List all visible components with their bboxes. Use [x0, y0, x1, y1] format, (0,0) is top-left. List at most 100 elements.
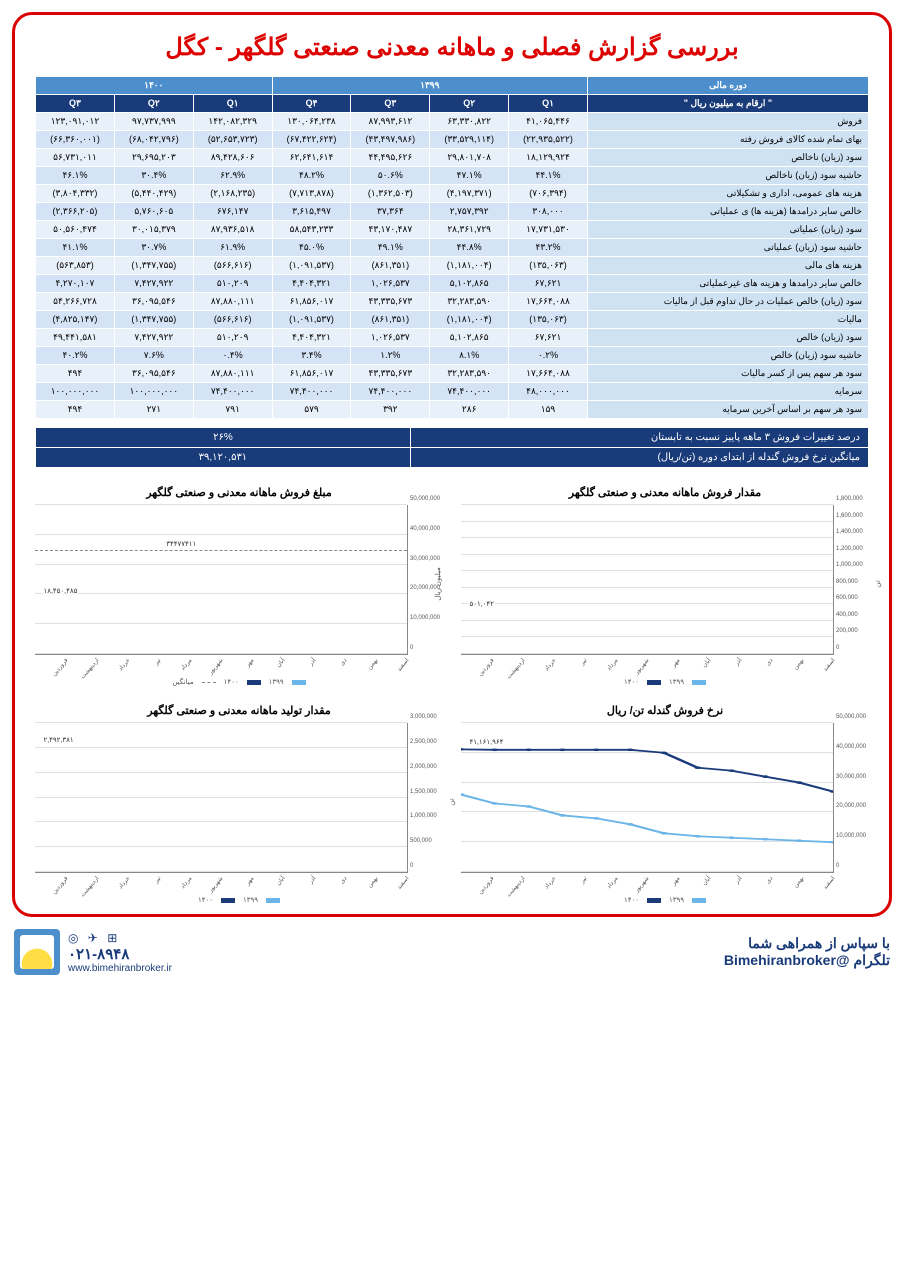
cell-value: (۵,۴۴۰,۴۲۹) [114, 185, 193, 203]
quarter-header: Q۳ [36, 95, 115, 113]
chart-amt-sales: مبلغ فروش ماهانه معدنی و صنعتی گلگهر میل… [35, 486, 443, 686]
y-label: تن [447, 798, 455, 805]
cell-value: ۵۸,۵۴۳,۲۳۳ [272, 221, 351, 239]
cell-value: ۷۴,۴۰۰,۰۰۰ [272, 383, 351, 401]
cell-value: ۴,۲۷۰,۱۰۷ [36, 275, 115, 293]
telegram-text: تلگرام @Bimehiranbroker [724, 952, 890, 969]
cell-value: ۲۹,۶۹۵,۲۰۳ [114, 149, 193, 167]
cell-value: ۳۹۲ [351, 401, 430, 419]
cell-value: ۴۵.۰% [272, 239, 351, 257]
cell-value: ۶۲.۹% [193, 167, 272, 185]
row-label: هزینه های عمومی، اداری و تشکیلاتی [587, 185, 868, 203]
cell-value: ۳۰.۴% [114, 167, 193, 185]
cell-value: ۱۰۰,۰۰۰,۰۰۰ [36, 383, 115, 401]
table-row: هزینه های مالی(۱۳۵,۰۶۳)(۱,۱۸۱,۰۰۴)(۸۶۱,۳… [36, 257, 869, 275]
cell-value: (۳۳,۵۲۹,۱۱۴) [430, 131, 509, 149]
cell-value: ۵۰,۵۶۰,۴۷۴ [36, 221, 115, 239]
cell-value: ۴۷.۱% [430, 167, 509, 185]
cell-value: ۱۴۲,۰۸۲,۳۲۹ [193, 113, 272, 131]
cell-value: ۱۸,۱۲۹,۹۲۴ [509, 149, 588, 167]
cell-value: (۴,۸۲۵,۱۴۷) [36, 311, 115, 329]
cell-value: ۱۷,۶۶۴,۰۸۸ [509, 365, 588, 383]
row-label: حاشیه سود (زیان) خالص [587, 347, 868, 365]
social-icons: ◎ ✈ ⊞ [68, 931, 172, 945]
cell-value: ۳,۶۱۵,۴۹۷ [272, 203, 351, 221]
table-row: خالص سایر درامدها و هزینه های غیرعملیاتی… [36, 275, 869, 293]
cell-value: ۶۱,۸۵۶,۰۱۷ [272, 365, 351, 383]
table-row: مالیات(۱۳۵,۰۶۳)(۱,۱۸۱,۰۰۴)(۸۶۱,۳۵۱)(۱,۰۹… [36, 311, 869, 329]
cell-value: (۲,۳۶۶,۲۰۵) [36, 203, 115, 221]
chart-production: مقدار تولید ماهانه معدنی و صنعتی گلگهر ت… [35, 704, 443, 904]
summary-label-1: میانگین نرخ فروش گندله از ابتدای دوره (ت… [410, 448, 868, 468]
cell-value: ۹۷,۷۳۷,۹۹۹ [114, 113, 193, 131]
cell-value: ۴۱.۱% [36, 239, 115, 257]
cell-value: (۸۶۱,۳۵۱) [351, 311, 430, 329]
cell-value: ۶۷,۶۲۱ [509, 275, 588, 293]
cell-value: ۵,۱۰۲,۸۶۵ [430, 275, 509, 293]
cell-value: ۷۴,۴۰۰,۰۰۰ [351, 383, 430, 401]
website-url: www.bimehiranbroker.ir [68, 963, 172, 974]
table-row: حاشیه سود (زیان) عملیاتی۴۳.۲%۴۴.۸%۴۹.۱%۴… [36, 239, 869, 257]
cell-value: ۴۴.۸% [430, 239, 509, 257]
cell-value: ۵,۷۶۰,۶۰۵ [114, 203, 193, 221]
cell-value: (۱,۰۹۱,۵۳۷) [272, 311, 351, 329]
cell-value: (۴۳,۴۹۷,۹۸۶) [351, 131, 430, 149]
table-row: هزینه های عمومی، اداری و تشکیلاتی(۷۰۶,۳۹… [36, 185, 869, 203]
row-label: خالص سایر درامدها و هزینه های غیرعملیاتی [587, 275, 868, 293]
cell-value: ۰.۴% [193, 347, 272, 365]
cell-value: ۴۳,۳۳۵,۶۷۳ [351, 365, 430, 383]
cell-value: (۶۶,۳۶۰,۰۰۱) [36, 131, 115, 149]
cell-value: (۶۷,۴۲۲,۶۲۴) [272, 131, 351, 149]
cell-value: ۶۷,۶۲۱ [509, 329, 588, 347]
cell-value: ۱,۰۲۶,۵۳۷ [351, 275, 430, 293]
cell-value: ۰.۲% [509, 347, 588, 365]
phone-number: ۰۲۱-۸۹۴۸ [68, 945, 172, 963]
chart-price: نرخ فروش گندله تن/ ریال 010,000,00020,00… [461, 704, 869, 904]
chart-title: نرخ فروش گندله تن/ ریال [461, 704, 869, 717]
cell-value: ۱۷,۷۳۱,۵۳۰ [509, 221, 588, 239]
cell-value: (۵۶۶,۶۱۶) [193, 311, 272, 329]
cell-value: ۲۸,۳۶۱,۷۲۹ [430, 221, 509, 239]
cell-value: ۲,۷۵۷,۳۹۲ [430, 203, 509, 221]
table-row: سود هر سهم بر اساس آخرین سرمایه۱۵۹۲۸۶۳۹۲… [36, 401, 869, 419]
cell-value: ۱۷,۶۶۴,۰۸۸ [509, 293, 588, 311]
cell-value: ۱۵۹ [509, 401, 588, 419]
cell-value: ۱۲۳,۰۹۱,۰۱۲ [36, 113, 115, 131]
quarter-header: Q۴ [272, 95, 351, 113]
cell-value: ۱.۲% [351, 347, 430, 365]
quarter-header: Q۲ [430, 95, 509, 113]
quarter-header: Q۱ [509, 95, 588, 113]
period-label: دوره مالی [587, 77, 868, 95]
report-page: بررسی گزارش فصلی و ماهانه معدنی صنعتی گل… [12, 12, 892, 917]
cell-value: ۴۰.۲% [36, 347, 115, 365]
financial-table: دوره مالی ۱۳۹۹ ۱۴۰۰ " ارقام به میلیون ری… [35, 76, 869, 419]
cell-value: ۷۹۱ [193, 401, 272, 419]
cell-value: ۸۷,۸۸۰,۱۱۱ [193, 293, 272, 311]
table-row: سود (زیان) خالص عملیات در حال تداوم قبل … [36, 293, 869, 311]
summary-value-0: ۲۶% [36, 428, 411, 448]
cell-value: ۴,۴۰۴,۳۲۱ [272, 329, 351, 347]
cell-value: (۱۳۵,۰۶۳) [509, 257, 588, 275]
page-title: بررسی گزارش فصلی و ماهانه معدنی صنعتی گل… [35, 33, 869, 62]
cell-value: (۵۲,۶۵۳,۷۲۳) [193, 131, 272, 149]
cell-value: ۶۲,۶۴۱,۶۱۴ [272, 149, 351, 167]
table-row: حاشیه سود (زیان) ناخالص۴۴.۱%۴۷.۱%۵۰.۶%۴۸… [36, 167, 869, 185]
table-row: سود (زیان) ناخالص۱۸,۱۲۹,۹۲۴۲۹,۸۰۱,۷۰۸۴۴,… [36, 149, 869, 167]
table-row: سود (زیان) خالص۶۷,۶۲۱۵,۱۰۲,۸۶۵۱,۰۲۶,۵۳۷۴… [36, 329, 869, 347]
cell-value: ۸۷,۹۹۳,۶۱۲ [351, 113, 430, 131]
cell-value: ۲۷۱ [114, 401, 193, 419]
row-label: هزینه های مالی [587, 257, 868, 275]
cell-value: ۴۹۴ [36, 401, 115, 419]
cell-value: ۸.۱% [430, 347, 509, 365]
table-row: حاشیه سود (زیان) خالص۰.۲%۸.۱%۱.۲%۳.۴%۰.۴… [36, 347, 869, 365]
chart-qty-sales: مقدار فروش ماهانه معدنی و صنعتی گلگهر تن… [461, 486, 869, 686]
cell-value: ۶۷۶,۱۴۷ [193, 203, 272, 221]
row-label: سود هر سهم پس از کسر مالیات [587, 365, 868, 383]
row-label: حاشیه سود (زیان) عملیاتی [587, 239, 868, 257]
cell-value: ۴۳,۳۳۵,۶۷۳ [351, 293, 430, 311]
cell-value: (۲,۱۶۸,۲۳۵) [193, 185, 272, 203]
cell-value: ۳۷,۳۶۴ [351, 203, 430, 221]
row-label: سود (زیان) خالص عملیات در حال تداوم قبل … [587, 293, 868, 311]
cell-value: ۷.۶% [114, 347, 193, 365]
row-label: سود (زیان) خالص [587, 329, 868, 347]
